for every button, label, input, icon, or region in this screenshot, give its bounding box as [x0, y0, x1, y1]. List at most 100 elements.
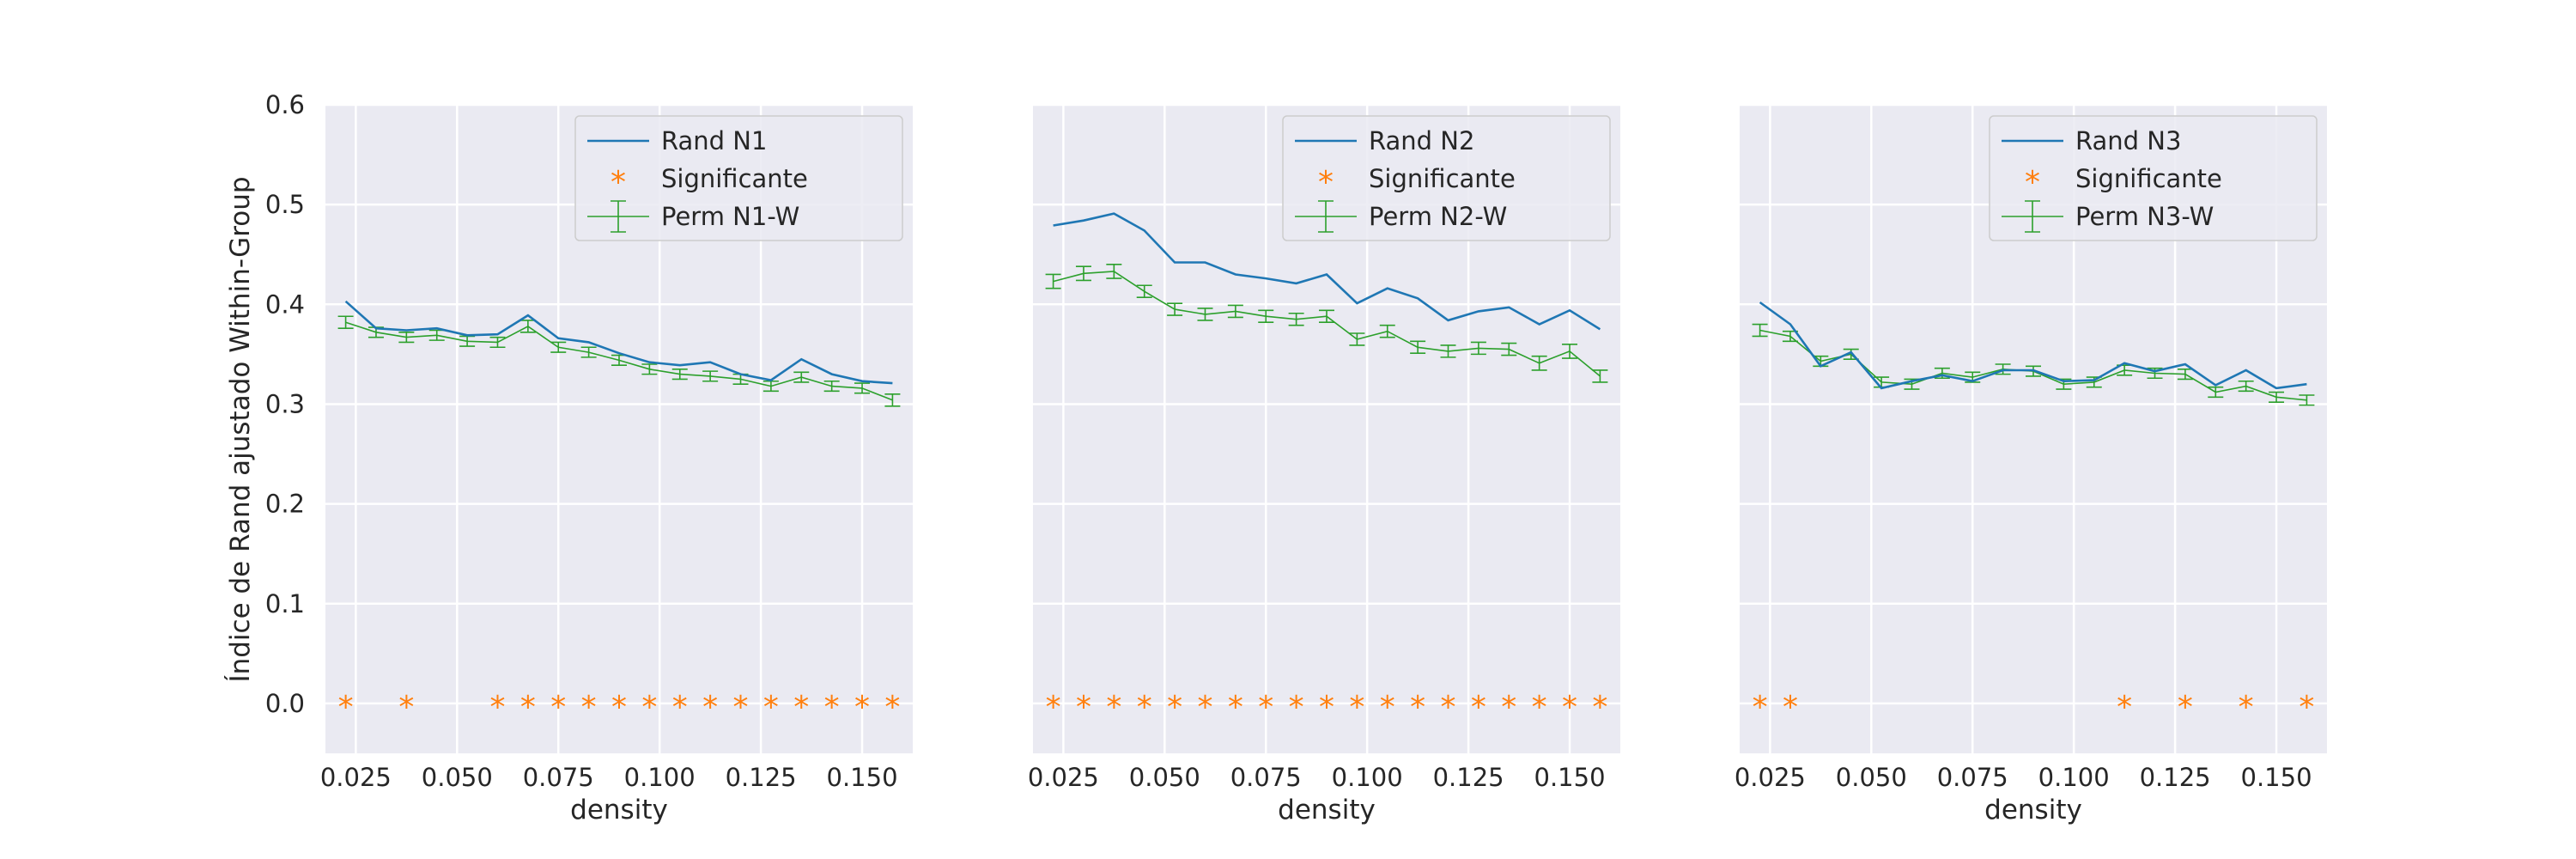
x-tick-label: 0.150: [2241, 763, 2312, 792]
significant-marker: *: [1076, 690, 1091, 725]
perm-error-bar: [1075, 265, 1091, 282]
legend-label: Significante: [2075, 164, 2222, 193]
significant-marker: *: [2239, 690, 2254, 725]
x-axis-label: density: [1984, 795, 2082, 825]
perm-error-bar: [1752, 323, 1768, 338]
x-tick-label: 0.025: [1028, 763, 1099, 792]
significant-marker: *: [1137, 690, 1152, 725]
significant-marker: *: [520, 690, 536, 725]
perm-error-bar: [793, 371, 810, 383]
significant-marker: *: [1319, 690, 1334, 725]
legend-label: Rand N1: [661, 126, 767, 155]
significant-marker: *: [672, 690, 688, 725]
legend: * Rand N3 Significante Perm N3-W: [1989, 115, 2318, 241]
perm-error-bar: [580, 346, 597, 358]
legend-label: Significante: [661, 164, 808, 193]
significant-marker: *: [338, 690, 354, 725]
perm-error-bar: [1258, 309, 1274, 324]
significant-marker: *: [2178, 690, 2193, 725]
perm-error-bar: [1288, 312, 1304, 326]
legend-label: Rand N3: [2075, 126, 2181, 155]
legend-significant-swatch: *: [611, 165, 626, 200]
x-tick-label: 0.125: [1433, 763, 1504, 792]
perm-error-bar: [398, 332, 415, 344]
significant-marker: *: [1753, 690, 1768, 725]
perm-error-bar: [1319, 309, 1334, 324]
significant-marker: *: [1562, 690, 1577, 725]
legend-label: Perm N1-W: [661, 202, 799, 231]
legend: * Rand N1 Significante Perm N1-W: [574, 115, 903, 241]
perm-error-bar: [2269, 391, 2285, 403]
legend: * Rand N2 Significante Perm N2-W: [1282, 115, 1611, 241]
perm-error-bar: [1197, 308, 1213, 321]
perm-error-bar: [2177, 369, 2193, 381]
significant-marker: *: [2117, 690, 2132, 725]
significant-marker: *: [1046, 690, 1061, 725]
x-tick-label: 0.050: [1129, 763, 1200, 792]
perm-error-bar: [1501, 342, 1517, 356]
significant-marker: *: [854, 690, 870, 725]
y-tick-label: 0.3: [265, 389, 305, 418]
perm-error-bar: [1592, 369, 1608, 383]
legend-box: [1989, 115, 2318, 241]
rand-series-line: [1759, 301, 2307, 390]
x-axis-label: density: [570, 795, 668, 825]
legend-box: [574, 115, 903, 241]
perm-error-bar: [1045, 273, 1061, 289]
perm-error-bar: [702, 370, 719, 382]
y-tick-label: 0.2: [265, 490, 305, 519]
significant-marker: *: [489, 690, 505, 725]
x-tick-label: 0.050: [422, 763, 493, 792]
perm-error-bar: [2299, 394, 2315, 406]
perm-error-bar: [1167, 302, 1183, 316]
x-tick-label: 0.050: [1836, 763, 1907, 792]
perm-error-bar: [2147, 367, 2163, 380]
legend-label: Perm N2-W: [1369, 202, 1507, 231]
perm-error-bar: [550, 341, 567, 353]
perm-error-bar: [1440, 344, 1456, 358]
significant-marker: *: [793, 690, 809, 725]
x-tick-label: 0.025: [320, 763, 392, 792]
significant-marker: *: [1783, 690, 1798, 725]
legend-label: Rand N2: [1369, 126, 1474, 155]
y-tick-label: 0.5: [265, 190, 305, 219]
significant-marker: *: [1592, 690, 1607, 725]
perm-error-bar: [489, 336, 506, 349]
significant-marker: *: [1380, 690, 1395, 725]
perm-error-bar: [1349, 332, 1365, 346]
x-tick-label: 0.100: [2038, 763, 2110, 792]
perm-error-bar: [1934, 367, 1950, 380]
x-axis-label: density: [1278, 795, 1376, 825]
perm-error-bar: [854, 382, 871, 394]
significant-marker: *: [398, 690, 414, 725]
perm-error-bar: [2238, 380, 2254, 393]
perm-error-bar: [1562, 343, 1578, 359]
perm-error-bar: [823, 380, 840, 393]
significant-marker: *: [1258, 690, 1273, 725]
y-tick-label: 0.0: [265, 689, 305, 718]
legend-significant-swatch: *: [1318, 165, 1334, 200]
legend-box: [1282, 115, 1611, 241]
perm-error-bar: [884, 393, 901, 407]
y-axis-label: Índice de Rand ajustado Within-Group: [225, 176, 256, 682]
x-tick-label: 0.025: [1735, 763, 1806, 792]
x-tick-label: 0.125: [2140, 763, 2211, 792]
x-tick-label: 0.150: [1534, 763, 1606, 792]
significant-marker: *: [2299, 690, 2314, 725]
significant-marker: *: [1167, 690, 1182, 725]
x-tick-label: 0.125: [726, 763, 797, 792]
significant-marker: *: [641, 690, 657, 725]
significant-marker: *: [824, 690, 840, 725]
significant-marker: *: [1501, 690, 1516, 725]
significant-marker: *: [1228, 690, 1243, 725]
perm-error-bar: [1106, 264, 1122, 279]
perm-error-bar: [2208, 386, 2224, 399]
legend-significant-swatch: *: [2025, 165, 2040, 200]
perm-error-bar: [1410, 340, 1426, 355]
significant-marker: *: [550, 690, 566, 725]
perm-error-bar: [671, 369, 688, 381]
x-tick-label: 0.075: [1230, 763, 1302, 792]
significant-marker: *: [733, 690, 749, 725]
